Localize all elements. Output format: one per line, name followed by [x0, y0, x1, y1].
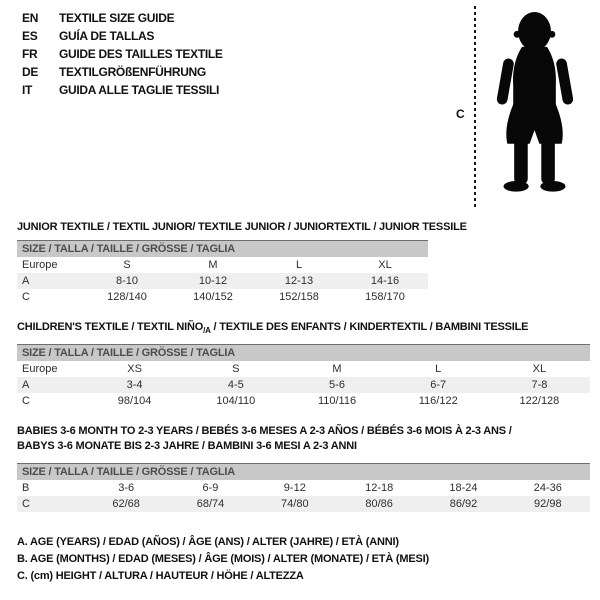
table-cell: 4-5 [227, 379, 244, 391]
region-header: Europe [22, 259, 58, 271]
table-cell: 6-9 [202, 482, 219, 494]
table-cell: 24-36 [533, 482, 562, 494]
table-cell: 12-13 [284, 275, 314, 287]
size-header-bar: SIZE / TALLA / TAILLE / GRÖSSE / TAGLIA [17, 463, 590, 480]
table-cell: 92/98 [534, 498, 562, 510]
table-cell: 74/80 [281, 498, 309, 510]
region-header: Europe [22, 363, 58, 375]
language-row: EN TEXTILE SIZE GUIDE [22, 9, 223, 27]
table-cell: 3-6 [118, 482, 135, 494]
baby-silhouette-icon [496, 12, 574, 192]
table-row-c: C 98/104 104/110 110/116 116/122 122/128 [17, 393, 590, 409]
height-measure-dashed-line [474, 6, 476, 207]
table-cell: 158/170 [365, 291, 405, 303]
row-label: C [22, 498, 30, 510]
section-title-babies: BABIES 3-6 MONTH TO 2-3 YEARS / BEBÉS 3-… [17, 424, 592, 454]
section-title-children: CHILDREN'S TEXTILE / TEXTIL NIÑO/A / TEX… [17, 321, 529, 336]
language-title: TEXTILE SIZE GUIDE [59, 11, 175, 25]
table-cell: 128/140 [107, 291, 147, 303]
language-legend: EN TEXTILE SIZE GUIDE ES GUÍA DE TALLAS … [22, 9, 223, 99]
size-table-children: SIZE / TALLA / TAILLE / GRÖSSE / TAGLIA … [17, 344, 590, 409]
table-cell: 68/74 [196, 498, 225, 510]
table-cell: 7-8 [531, 379, 548, 391]
language-row: FR GUIDE DES TAILLES TEXTILE [22, 45, 223, 63]
table-row-b: B 3-6 6-9 9-12 12-18 18-24 24-36 [17, 480, 590, 496]
table-row-c: C 62/68 68/74 74/80 80/86 86/92 92/98 [17, 496, 590, 512]
language-code: ES [22, 29, 38, 43]
size-table-babies: SIZE / TALLA / TAILLE / GRÖSSE / TAGLIA … [17, 463, 590, 512]
column-header: XL [532, 363, 547, 375]
language-row: DE TEXTILGRÖßENFÜHRUNG [22, 63, 223, 81]
language-title: GUIDA ALLE TAGLIE TESSILI [59, 83, 220, 97]
section-title-children-sub: /A [203, 326, 211, 336]
column-header: XS [127, 363, 142, 375]
table-cell: 152/158 [279, 291, 319, 303]
row-label: A [22, 275, 30, 287]
table-cell: 10-12 [198, 275, 228, 287]
language-code: FR [22, 47, 38, 61]
footnote-c: C. (cm) HEIGHT / ALTURA / HAUTEUR / HÖHE… [17, 570, 304, 582]
table-cell: 6-7 [430, 379, 447, 391]
language-row: IT GUIDA ALLE TAGLIE TESSILI [22, 81, 223, 99]
language-row: ES GUÍA DE TALLAS [22, 27, 223, 45]
footnotes: A. AGE (YEARS) / EDAD (AÑOS) / ÂGE (ANS)… [17, 534, 429, 585]
language-title: TEXTILGRÖßENFÜHRUNG [59, 65, 206, 79]
table-cell: 3-4 [126, 379, 143, 391]
section-title-babies-line2: BABYS 3-6 MONATE BIS 2-3 JAHRE / BAMBINI… [17, 440, 357, 452]
column-header: L [435, 363, 442, 375]
column-header: M [332, 363, 342, 375]
column-header: S [123, 259, 131, 271]
row-label: A [22, 379, 30, 391]
table-cell: 5-6 [329, 379, 345, 391]
table-cell: 12-18 [365, 482, 394, 494]
section-title-children-pre: CHILDREN'S TEXTILE / TEXTIL NIÑO [17, 321, 204, 333]
table-cell: 9-12 [283, 482, 306, 494]
column-header: L [295, 259, 303, 271]
section-title-junior: JUNIOR TEXTILE / TEXTIL JUNIOR/ TEXTILE … [17, 221, 467, 233]
footnote-b: B. AGE (MONTHS) / EDAD (MESES) / ÂGE (MO… [17, 553, 429, 565]
language-title: GUÍA DE TALLAS [59, 29, 155, 43]
table-cell: 14-16 [370, 275, 400, 287]
table-cell: 104/110 [216, 395, 256, 407]
language-title: GUIDE DES TAILLES TEXTILE [59, 47, 223, 61]
table-row-a: A 8-10 10-12 12-13 14-16 [17, 273, 428, 289]
section-title-children-post: / TEXTILE DES ENFANTS / KINDERTEXTIL / B… [210, 321, 529, 333]
row-label: B [22, 482, 30, 494]
size-header-bar: SIZE / TALLA / TAILLE / GRÖSSE / TAGLIA [17, 344, 590, 361]
table-cell: 18-24 [449, 482, 478, 494]
table-header-row: Europe S M L XL [17, 257, 428, 273]
table-cell: 98/104 [117, 395, 152, 407]
column-header: XL [378, 259, 392, 271]
table-cell: 122/128 [519, 395, 560, 407]
height-measure-label: C [456, 107, 465, 121]
row-label: C [22, 395, 30, 407]
table-header-row: Europe XS S M L XL [17, 361, 590, 377]
table-cell: 116/122 [418, 395, 458, 407]
language-code: DE [22, 65, 39, 79]
table-cell: 8-10 [115, 275, 139, 287]
size-table-junior: SIZE / TALLA / TAILLE / GRÖSSE / TAGLIA … [17, 240, 428, 305]
section-title-babies-line1: BABIES 3-6 MONTH TO 2-3 YEARS / BEBÉS 3-… [17, 425, 512, 437]
table-cell: 140/152 [193, 291, 233, 303]
table-row-a: A 3-4 4-5 5-6 6-7 7-8 [17, 377, 590, 393]
language-code: EN [22, 11, 39, 25]
table-row-c: C 128/140 140/152 152/158 158/170 [17, 289, 428, 305]
column-header: S [232, 363, 240, 375]
table-cell: 80/86 [365, 498, 393, 510]
row-label: C [22, 291, 30, 303]
table-cell: 110/116 [317, 395, 357, 407]
table-cell: 86/92 [449, 498, 478, 510]
size-header-bar: SIZE / TALLA / TAILLE / GRÖSSE / TAGLIA [17, 240, 428, 257]
table-cell: 62/68 [112, 498, 140, 510]
column-header: M [208, 259, 218, 271]
footnote-a: A. AGE (YEARS) / EDAD (AÑOS) / ÂGE (ANS)… [17, 536, 399, 548]
language-code: IT [22, 83, 33, 97]
